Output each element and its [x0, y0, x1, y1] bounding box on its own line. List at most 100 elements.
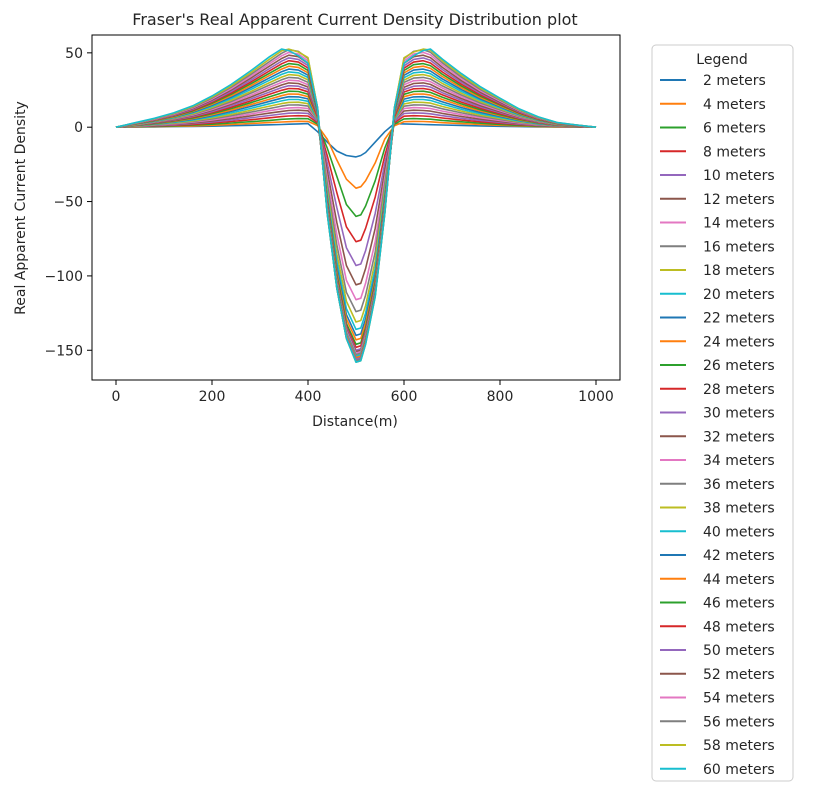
y-tick-label: 0 [74, 120, 83, 136]
series-line-24 [115, 59, 597, 361]
series-line-30 [115, 48, 597, 364]
legend-label: 32 meters [703, 429, 775, 445]
x-tick-label: 400 [295, 389, 322, 405]
legend-item: 50 meters [660, 643, 775, 659]
x-axis-ticks: 0 200 400 600 800 1000 [112, 380, 614, 405]
legend-label: 6 meters [703, 121, 766, 137]
legend-item: 20 meters [660, 287, 775, 303]
legend-item: 46 meters [660, 596, 775, 612]
legend-label: 18 meters [703, 263, 775, 279]
legend-label: 26 meters [703, 358, 775, 374]
legend-label: 12 meters [703, 192, 775, 208]
legend: Legend 2 meters 4 meters 6 meters 8 meters 1… [651, 44, 794, 782]
legend-item: 30 meters [660, 406, 775, 422]
legend-label: 42 meters [703, 548, 775, 564]
y-axis-label: Real Apparent Current Density [13, 101, 29, 315]
series-line-9 [115, 101, 597, 323]
series-line-29 [115, 48, 597, 364]
legend-item: 52 meters [660, 667, 775, 683]
legend-item: 28 meters [660, 382, 775, 398]
legend-title: Legend [696, 52, 747, 68]
legend-label: 10 meters [703, 168, 775, 184]
legend-item: 24 meters [660, 334, 775, 350]
series-lines [115, 48, 597, 364]
series-line-8 [115, 104, 597, 313]
series-line-3 [115, 117, 597, 218]
series-line-13 [115, 90, 597, 346]
legend-item: 14 meters [660, 216, 775, 232]
series-line-10 [115, 98, 597, 331]
legend-label: 20 meters [703, 287, 775, 303]
legend-item: 56 meters [660, 714, 775, 730]
legend-label: 36 meters [703, 477, 775, 493]
legend-label: 46 meters [703, 596, 775, 612]
legend-item: 4 meters [660, 97, 766, 113]
chart-title: Fraser's Real Apparent Current Density D… [132, 10, 577, 29]
legend-item: 34 meters [660, 453, 775, 469]
legend-label: 4 meters [703, 97, 766, 113]
legend-label: 24 meters [703, 334, 775, 350]
legend-label: 40 meters [703, 524, 775, 540]
series-line-28 [115, 48, 597, 362]
y-tick-label: −50 [53, 195, 83, 211]
legend-label: 52 meters [703, 667, 775, 683]
series-line-18 [115, 76, 597, 356]
legend-item: 40 meters [660, 524, 775, 540]
series-line-1 [115, 122, 597, 158]
axes-frame [91, 34, 621, 381]
legend-label: 30 meters [703, 406, 775, 422]
legend-label: 60 meters [703, 762, 775, 778]
series-line-26 [115, 54, 597, 362]
legend-item: 32 meters [660, 429, 775, 445]
plot-area [91, 34, 621, 381]
x-tick-label: 0 [112, 389, 121, 405]
series-line-15 [115, 84, 597, 352]
legend-item: 58 meters [660, 738, 775, 754]
series-line-7 [115, 106, 597, 301]
series-line-16 [115, 82, 597, 353]
legend-frame [651, 44, 794, 782]
legend-item: 10 meters [660, 168, 775, 184]
x-tick-label: 600 [391, 389, 418, 405]
series-line-4 [115, 114, 597, 243]
legend-item: 60 meters [660, 762, 775, 778]
legend-label: 34 meters [703, 453, 775, 469]
y-tick-label: −150 [45, 343, 83, 359]
x-tick-label: 1000 [578, 389, 614, 405]
legend-label: 38 meters [703, 501, 775, 517]
legend-label: 22 meters [703, 311, 775, 327]
legend-item: 26 meters [660, 358, 775, 374]
x-tick-label: 800 [487, 389, 514, 405]
series-line-2 [115, 120, 597, 189]
legend-item: 18 meters [660, 263, 775, 279]
legend-label: 50 meters [703, 643, 775, 659]
legend-label: 14 meters [703, 216, 775, 232]
legend-label: 58 meters [703, 738, 775, 754]
series-line-12 [115, 93, 597, 341]
legend-item: 16 meters [660, 239, 775, 255]
x-tick-label: 200 [199, 389, 226, 405]
series-line-6 [115, 109, 597, 286]
legend-label: 8 meters [703, 144, 766, 160]
series-line-14 [115, 87, 597, 349]
legend-item: 22 meters [660, 311, 775, 327]
series-line-25 [115, 57, 597, 361]
legend-item: 12 meters [660, 192, 775, 208]
y-tick-label: 50 [65, 46, 83, 62]
series-line-22 [115, 65, 597, 359]
legend-item: 54 meters [660, 691, 775, 707]
legend-label: 16 meters [703, 239, 775, 255]
legend-label: 44 meters [703, 572, 775, 588]
legend-item: 36 meters [660, 477, 775, 493]
legend-item: 8 meters [660, 144, 766, 160]
x-axis-label: Distance(m) [312, 414, 398, 430]
legend-item: 44 meters [660, 572, 775, 588]
legend-item: 6 meters [660, 121, 766, 137]
legend-label: 28 meters [703, 382, 775, 398]
legend-label: 54 meters [703, 691, 775, 707]
legend-item: 42 meters [660, 548, 775, 564]
legend-item: 48 meters [660, 619, 775, 635]
legend-label: 48 meters [703, 619, 775, 635]
series-line-27 [115, 51, 597, 362]
series-line-20 [115, 71, 597, 358]
